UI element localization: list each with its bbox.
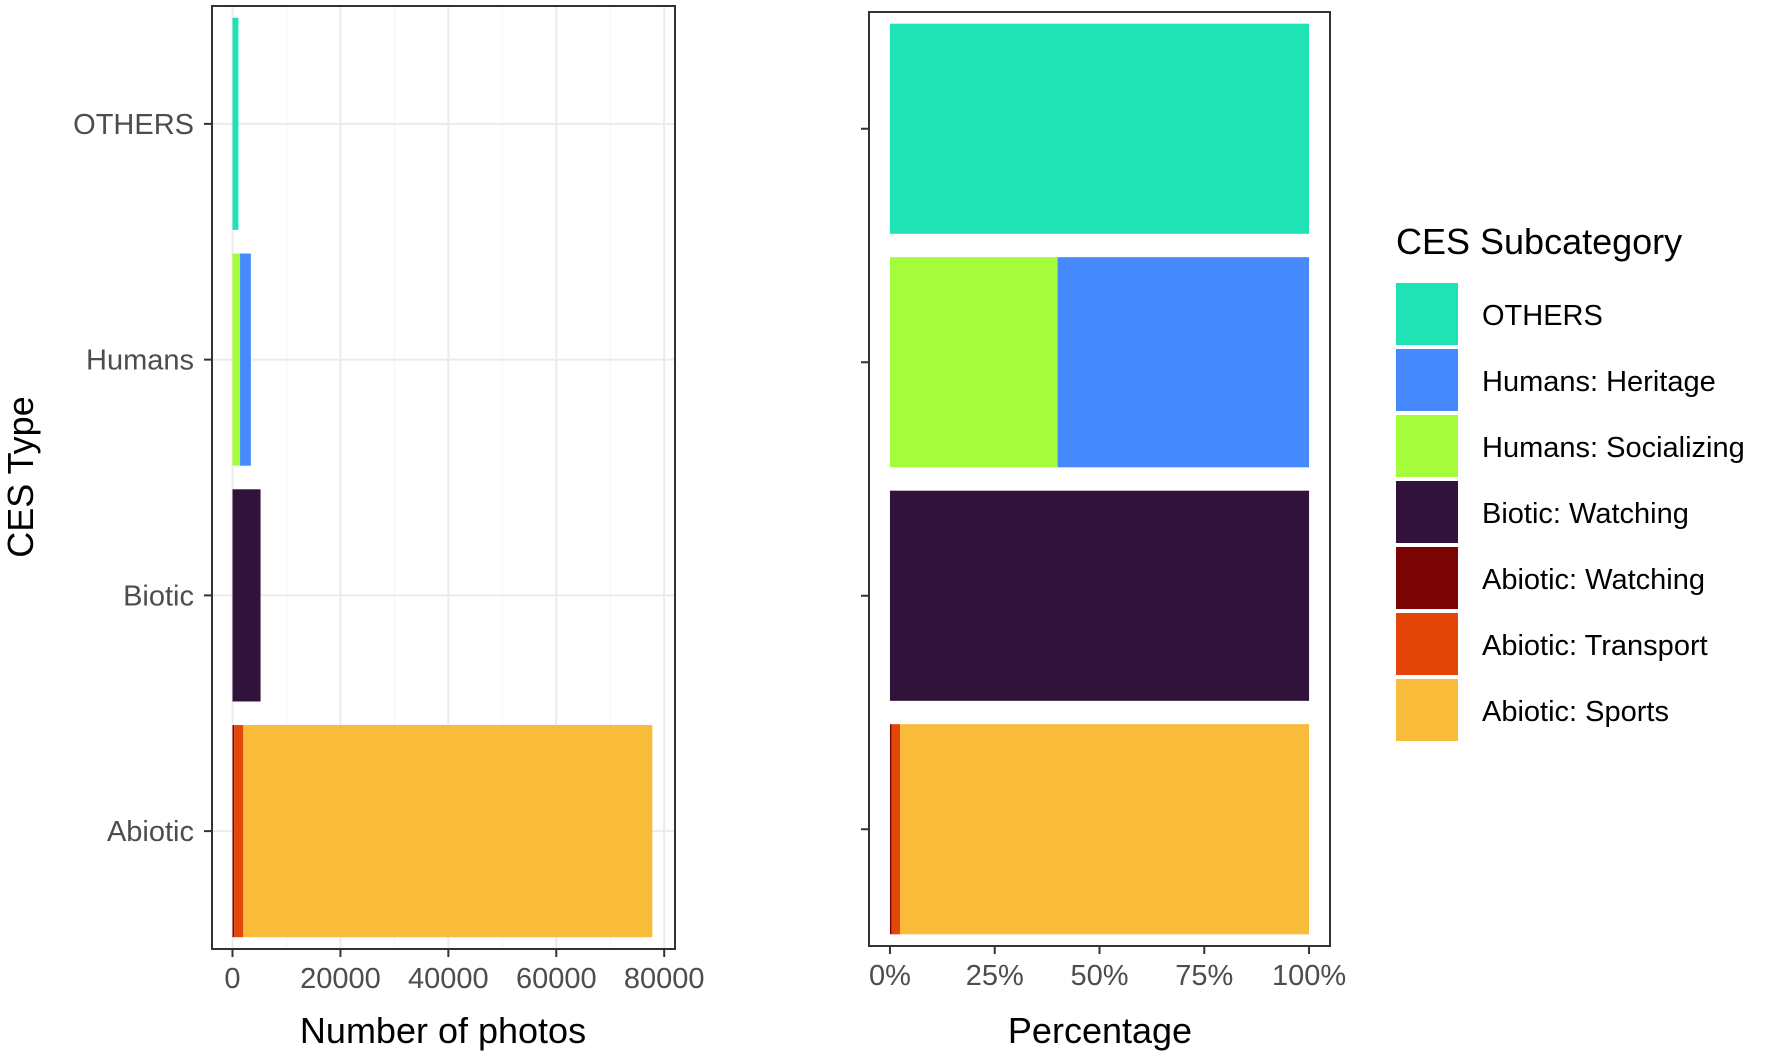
legend-items: OTHERS Humans: Heritage Humans: Socializin… — [1396, 283, 1745, 741]
bar-humans-humans-socializing — [232, 253, 241, 466]
panel-percentage: 0% 25% 50% 75% 100% Percentage — [861, 11, 1346, 1051]
legend-label-abiotic-watching: Abiotic: Watching — [1482, 564, 1705, 596]
panel-count-y-axis-title: CES Type — [0, 396, 41, 557]
panel-count-border — [211, 5, 676, 950]
legend-label-others: OTHERS — [1482, 300, 1603, 332]
bar-abiotic-abiotic-transport — [891, 724, 901, 935]
y-tick-label-humans: Humans — [86, 345, 194, 377]
bar-abiotic-abiotic-watching — [889, 724, 892, 935]
legend-label-abiotic-transport: Abiotic: Transport — [1482, 630, 1708, 662]
x-tick-label: 40000 — [408, 963, 489, 995]
bar-others-others — [232, 17, 239, 230]
panel-percentage-x-axis-title: Percentage — [1008, 1010, 1192, 1051]
legend-swatch-abiotic-transport — [1396, 613, 1458, 675]
x-tick-label: 50% — [1070, 960, 1128, 992]
legend-swatch-abiotic-sports — [1396, 679, 1458, 741]
legend-title: CES Subcategory — [1396, 221, 1682, 262]
panel-percentage-bars — [889, 23, 1310, 935]
bar-humans-humans-heritage — [1057, 257, 1310, 468]
x-tick-label: 60000 — [516, 963, 597, 995]
panel-count-x-axis: 0 20000 40000 60000 80000 — [224, 949, 705, 995]
panel-count-x-axis-title: Number of photos — [300, 1010, 586, 1051]
x-tick-label: 75% — [1175, 960, 1233, 992]
legend-label-biotic-watching: Biotic: Watching — [1482, 498, 1689, 530]
legend-swatch-biotic-watching — [1396, 481, 1458, 543]
legend-swatch-humans-socializing — [1396, 415, 1458, 477]
legend: CES Subcategory OTHERS Humans: Heritage Hu… — [1396, 221, 1745, 741]
bar-biotic-biotic-watching — [232, 489, 261, 702]
x-tick-label: 80000 — [624, 963, 705, 995]
panel-percentage-y-axis — [861, 127, 869, 831]
x-tick-label: 100% — [1272, 960, 1346, 992]
bar-humans-humans-heritage — [240, 253, 251, 466]
bar-others-others — [889, 23, 1310, 234]
x-tick-label: 20000 — [300, 963, 381, 995]
bar-biotic-biotic-watching — [889, 490, 1310, 701]
y-tick-label-abiotic: Abiotic — [107, 816, 194, 848]
x-tick-label: 25% — [966, 960, 1024, 992]
bar-humans-humans-socializing — [889, 257, 1058, 468]
bar-abiotic-abiotic-sports — [900, 724, 1310, 935]
x-tick-label: 0% — [869, 960, 911, 992]
bar-abiotic-abiotic-sports — [243, 725, 653, 938]
panel-percentage-x-axis: 0% 25% 50% 75% 100% — [869, 946, 1346, 992]
legend-swatch-humans-heritage — [1396, 349, 1458, 411]
y-tick-label-biotic: Biotic — [123, 580, 194, 612]
panel-count-y-axis: Abiotic Biotic Humans OTHERS — [73, 109, 212, 848]
legend-label-humans-socializing: Humans: Socializing — [1482, 432, 1745, 464]
panel-count-bars — [232, 17, 653, 938]
panel-count: Abiotic Biotic Humans OTHERS 0 20000 40000 600… — [0, 5, 705, 1051]
legend-label-abiotic-sports: Abiotic: Sports — [1482, 696, 1669, 728]
bar-abiotic-abiotic-transport — [234, 725, 244, 938]
legend-swatch-abiotic-watching — [1396, 547, 1458, 609]
legend-swatch-others — [1396, 283, 1458, 345]
bar-abiotic-abiotic-watching — [232, 725, 235, 938]
y-tick-label-others: OTHERS — [73, 109, 194, 141]
x-tick-label: 0 — [224, 963, 240, 995]
legend-label-humans-heritage: Humans: Heritage — [1482, 366, 1716, 398]
